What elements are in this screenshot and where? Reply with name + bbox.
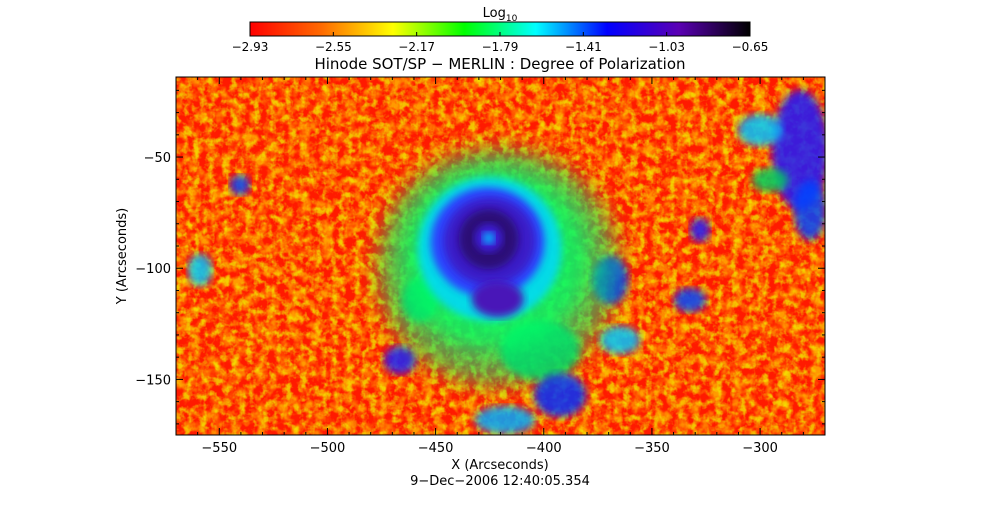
network-patch <box>384 346 416 374</box>
network-patch <box>600 326 640 354</box>
x-tick-label: −350 <box>634 441 670 456</box>
sunspot-ring <box>471 281 524 318</box>
colorbar: Log10 −2.93 −2.55 −2.17 −1.79 −1.41 −1.03 −0.6… <box>232 6 769 54</box>
y-tick-label: −100 <box>135 262 171 277</box>
sunspot-ring <box>482 232 495 245</box>
colorbar-frame <box>249 21 751 37</box>
x-axis-ticks: −550 −500 −450 −400 −350 −300 <box>197 77 826 456</box>
network-patch <box>188 254 212 286</box>
y-tick-label: −150 <box>135 373 171 388</box>
x-tick-label: −450 <box>418 441 454 456</box>
colorbar-tick-label: −1.03 <box>648 40 685 54</box>
network-patch <box>230 175 250 195</box>
colorbar-tick-label: −2.55 <box>315 40 352 54</box>
chart-title: Hinode SOT/SP − MERLIN : Degree of Polar… <box>314 55 685 73</box>
network-patch <box>674 288 706 312</box>
x-tick-label: −300 <box>742 441 778 456</box>
colorbar-tick-label: −2.17 <box>398 40 435 54</box>
network-patch <box>794 180 825 240</box>
x-tick-label: −550 <box>201 441 237 456</box>
network-patch <box>690 218 710 242</box>
colorbar-tick-label: −2.93 <box>232 40 269 54</box>
colorbar-tick-label: −1.79 <box>482 40 519 54</box>
x-axis-label: X (Arcseconds) <box>451 458 548 473</box>
y-axis-label: Y (Arcseconds) <box>115 208 130 305</box>
network-patch <box>738 114 782 146</box>
colorbar-gradient <box>250 22 750 36</box>
x-tick-label: −400 <box>526 441 562 456</box>
x-tick-label: −500 <box>310 441 346 456</box>
network-patch <box>475 406 535 434</box>
y-axis-ticks: −50 −100 −150 <box>135 89 825 425</box>
colorbar-ticks: −2.93 −2.55 −2.17 −1.79 −1.41 −1.03 −0.65 <box>232 21 769 54</box>
date-label: 9−Dec−2006 12:40:05.354 <box>410 474 590 489</box>
colorbar-tick-label: −1.41 <box>565 40 602 54</box>
heatmap-image <box>176 77 825 435</box>
y-tick-label: −50 <box>144 151 171 166</box>
sunspot <box>377 149 618 386</box>
network-patch <box>752 168 788 192</box>
colorbar-label: Log10 <box>483 6 518 24</box>
colorbar-tick-label: −0.65 <box>732 40 769 54</box>
network-patch <box>534 373 586 417</box>
